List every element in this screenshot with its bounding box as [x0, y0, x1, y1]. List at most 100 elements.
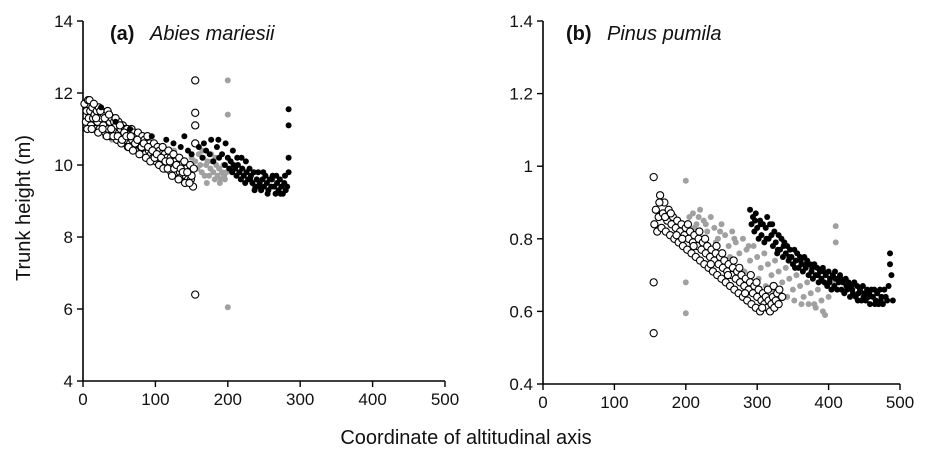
panel-b-gray-dot-point	[832, 239, 839, 246]
panel-a-black-dot-point	[206, 151, 213, 158]
panel-b-open-circle-point	[778, 292, 787, 302]
panel-a-open-circle-point	[191, 121, 200, 130]
panel-b-species-title: Pinus pumila	[607, 23, 722, 45]
panel-a-black-dot-point	[188, 151, 195, 158]
panel-b-gray-dot-point	[818, 297, 825, 304]
panel-b-black-dot-point	[834, 286, 841, 293]
panel-a-black-dot-point	[221, 162, 228, 168]
panel-a-gray-dot-point	[201, 172, 208, 179]
panel-b-black-dot-point	[747, 206, 754, 213]
panel-b-black-dot-point	[809, 264, 816, 271]
panel-b-y-tick-label: 1.4	[509, 12, 533, 31]
panel-a-open-circle-point	[91, 114, 101, 123]
panel-b-x-tick-label: 0	[538, 393, 547, 412]
panel-b-open-circle-point	[712, 241, 721, 251]
panel-b-black-dot-point	[820, 268, 827, 275]
panel-a-gray-dot-point	[224, 77, 231, 84]
panel-a-label: (a)	[110, 23, 134, 45]
panel-a-series-open-white	[80, 76, 200, 299]
panel-a-black-dot-point	[127, 126, 134, 132]
panel-a-black-dot-point	[112, 118, 119, 125]
panel-a-x-tick-label: 0	[78, 390, 87, 409]
panel-b-gray-dot-point	[789, 286, 796, 293]
panel-b-black-dot-point	[826, 279, 833, 286]
panel-a-black-dot-point	[148, 133, 155, 140]
panel-a-gray-dot-point	[203, 180, 210, 186]
panel-b-black-dot-point	[866, 290, 873, 297]
panel-b-gray-dot-point	[786, 275, 793, 282]
panel-a-y-tick-label: 12	[54, 84, 73, 103]
panel-b-y-tick-label: 0.8	[509, 230, 533, 249]
panel-a-black-dot-point	[247, 176, 254, 183]
panel-b-gray-dot-point	[689, 210, 696, 217]
panel-b-gray-dot-point	[768, 272, 775, 279]
panel-b-open-circle-point	[651, 205, 660, 214]
panel-a-open-circle-point	[185, 178, 194, 188]
panel-b-label: (b)	[566, 23, 592, 45]
panel-b-black-dot-point	[792, 257, 799, 264]
panel-b-black-dot-point	[859, 282, 866, 289]
panel-a-black-dot-point	[285, 154, 292, 161]
panel-b-black-dot-point	[884, 297, 891, 304]
panel-b-gray-dot-point	[782, 264, 789, 271]
panel-b-y-tick-label: 1.2	[509, 85, 533, 104]
panel-b-black-dot-point	[887, 250, 894, 257]
panel-b-gray-dot-point	[832, 223, 839, 230]
panel-b-open-circle-point	[666, 209, 675, 218]
panel-a-y-tick-label: 14	[54, 12, 73, 31]
panel-a-x-tick-label: 400	[358, 390, 386, 409]
panel-a-open-circle-point	[191, 108, 200, 117]
panel-b-black-dot-point	[885, 282, 892, 289]
panel-b-open-circle-point	[758, 303, 767, 312]
panel-a-black-dot-point	[229, 147, 236, 154]
panel-a-black-dot-point	[284, 183, 291, 190]
panel-b-gray-dot-point	[793, 272, 800, 279]
panel-a-black-dot-point	[285, 106, 292, 113]
panel-a-open-circle-point	[104, 110, 114, 119]
shared-xlabel: Coordinate of altitudinal axis	[340, 427, 591, 449]
panel-a-open-circle-point	[191, 76, 200, 85]
panel-a-y-tick-label: 8	[64, 228, 73, 247]
panel-a-black-dot-point	[273, 172, 280, 179]
panel-b-series-open-white	[649, 172, 787, 338]
panel-b-gray-dot-point	[800, 293, 807, 300]
panel-b-gray-dot-point	[704, 228, 711, 235]
panel-b-black-dot-point	[872, 301, 879, 308]
panel-b-black-dot-point	[832, 268, 839, 275]
panel-b-series-filled-black	[747, 206, 896, 308]
panel-b-gray-dot-point	[711, 224, 718, 231]
panel-b-open-circle-point	[695, 227, 704, 236]
panel-b-gray-dot-point	[797, 282, 804, 289]
panel-b-gray-dot-point	[772, 257, 779, 264]
panel-a-black-dot-point	[170, 140, 177, 147]
panel-b-black-dot-point	[762, 224, 769, 231]
panel-b-gray-dot-point	[731, 235, 738, 242]
panel-b-open-circle-point	[735, 263, 744, 272]
panel-b-gray-dot-point	[722, 232, 729, 239]
panel-a-black-dot-point	[281, 172, 288, 179]
panel-b-y-tick-label: 0.4	[509, 375, 533, 394]
panel-b-gray-dot-point	[819, 308, 826, 315]
panel-b-open-circle-point	[689, 241, 698, 251]
panel-a-black-dot-point	[177, 144, 184, 150]
panel-b-open-circle-point	[718, 249, 727, 258]
panel-a-black-dot-point	[285, 122, 292, 129]
panel-a-open-circle-point	[158, 142, 167, 152]
panel-a-black-dot-point	[264, 190, 271, 197]
panel-a-x-tick-label: 200	[214, 390, 242, 409]
panel-a-black-dot-point	[246, 165, 253, 172]
panel-b-y-tick-label: 1	[524, 157, 533, 176]
panel-a-ylabel: Trunk height (m)	[13, 135, 35, 281]
panel-a-x-tick-label: 300	[286, 390, 314, 409]
panel-a-open-circle-point	[87, 124, 96, 134]
panel-a-y-tick-label: 4	[64, 372, 73, 391]
panel-a-open-circle-point	[167, 171, 177, 180]
panel-a-black-dot-point	[268, 176, 275, 183]
panel-b-gray-dot-point	[739, 235, 746, 242]
panel-a-y-tick-label: 10	[54, 156, 73, 175]
panel-b-open-circle-point	[678, 234, 687, 243]
panel-b-black-dot-point	[763, 235, 770, 242]
panel-a-open-circle-point	[89, 99, 99, 108]
panel-b-black-dot-point	[780, 243, 787, 250]
panel-b-black-dot-point	[803, 261, 810, 268]
